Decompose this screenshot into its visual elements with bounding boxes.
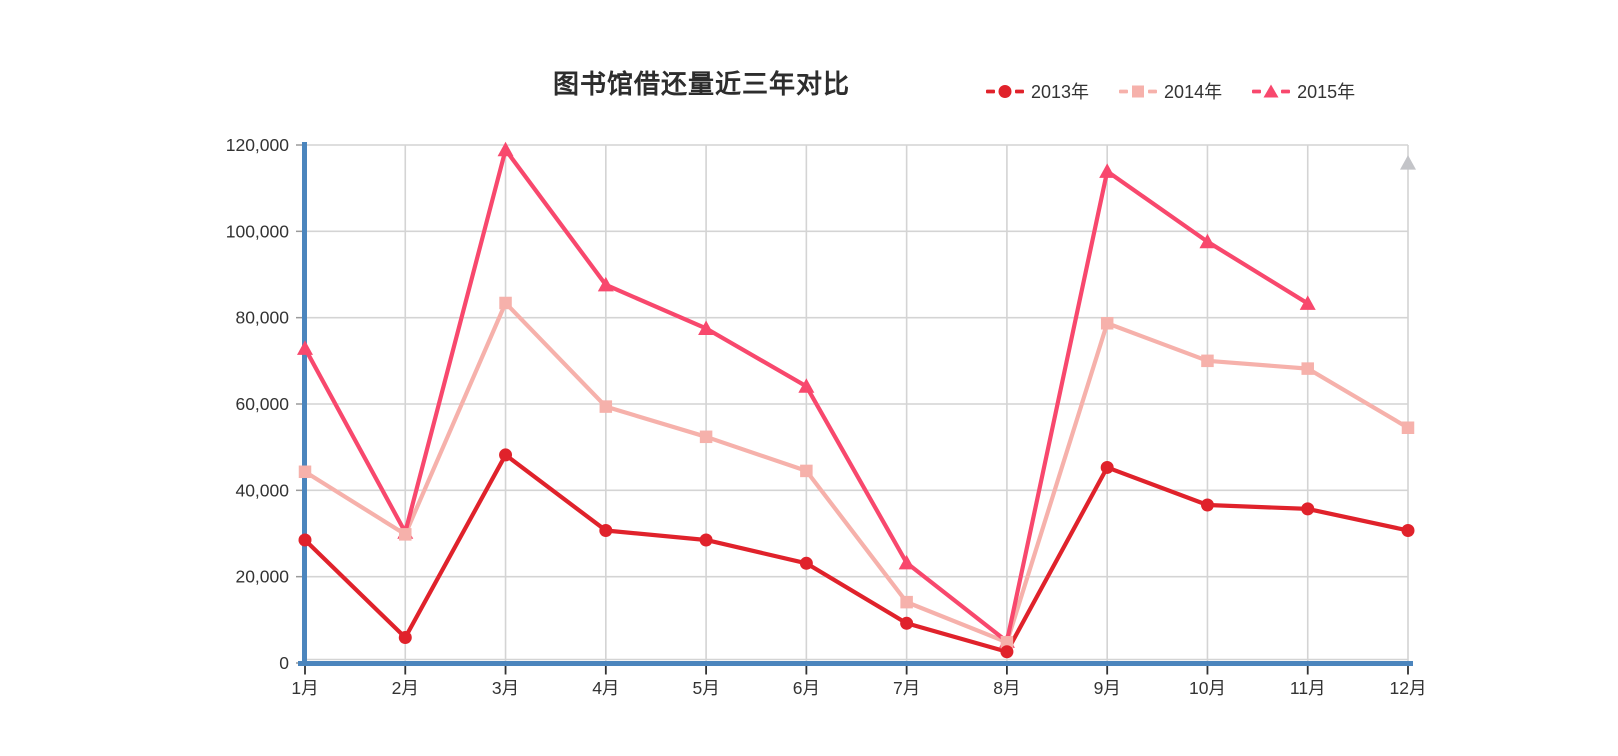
- legend-item-2015[interactable]: 2015年: [1252, 78, 1355, 104]
- point-2013年-1月: [298, 533, 312, 547]
- x-tick-label: 4月: [592, 678, 619, 698]
- legend-item-2014[interactable]: 2014年: [1119, 78, 1222, 104]
- point-2014年-8月: [1000, 636, 1014, 649]
- point-2013年-6月: [799, 556, 813, 570]
- y-tick-label: 60,000: [235, 394, 289, 414]
- y-tick-label: 20,000: [235, 567, 289, 587]
- line-triangle-marker-icon: [1252, 84, 1291, 99]
- point-2015年-10月: [1199, 233, 1216, 249]
- legend-label: 2014年: [1164, 82, 1223, 102]
- y-tick-label: 80,000: [235, 308, 289, 328]
- point-2014年-11月: [1301, 362, 1314, 375]
- legend-item-2013[interactable]: 2013年: [986, 78, 1089, 104]
- x-tick-label: 10月: [1189, 678, 1226, 698]
- point-2013年-12月: [1401, 523, 1415, 537]
- line-circle-marker-icon: [986, 84, 1024, 99]
- series-2013年-line: [302, 452, 1411, 654]
- y-tick-label: 120,000: [226, 135, 290, 155]
- line-square-marker-icon: [1119, 84, 1158, 99]
- point-2014年-6月: [800, 464, 813, 478]
- point-2015年-5月: [698, 320, 715, 335]
- chart-title: 图书馆借还量近三年对比: [553, 69, 851, 99]
- y-axis-labels: 0 20,000 40,000 60,000 80,000 100,000 120,000: [226, 135, 290, 673]
- legend-label: 2013年: [1031, 82, 1090, 102]
- axis-lines: [298, 142, 1413, 666]
- axis-ticks: [296, 144, 1409, 675]
- x-tick-label: 12月: [1390, 678, 1427, 698]
- point-2015年-7月: [898, 554, 915, 570]
- legend: 2013年 2014年 2015年: [986, 76, 1355, 106]
- point-2014年-7月: [900, 595, 913, 609]
- point-2015年-4月: [597, 276, 614, 292]
- y-tick-label: 100,000: [226, 221, 290, 241]
- x-tick-label: 11月: [1290, 678, 1326, 698]
- x-tick-label: 5月: [692, 678, 719, 698]
- point-2014年-5月: [699, 430, 713, 444]
- y-tick-label: 0: [279, 653, 289, 673]
- point-2013年-11月: [1301, 502, 1315, 516]
- series-2013年-points: [298, 448, 1415, 659]
- point-2015年-3月: [497, 141, 514, 157]
- point-2013年-4月: [599, 523, 613, 537]
- point-2014年-9月: [1100, 317, 1114, 330]
- point-2015年-9月: [1099, 163, 1116, 178]
- point-2013年-5月: [699, 533, 713, 547]
- point-2013年-2月: [398, 631, 412, 645]
- point-2013年-9月: [1100, 460, 1114, 474]
- grid-lines: [303, 144, 1409, 661]
- legend-label: 2015年: [1297, 82, 1356, 102]
- series-2014年-line: [302, 300, 1411, 645]
- point-2015年-1月: [297, 340, 313, 355]
- x-tick-label: 2月: [392, 678, 419, 698]
- extra-point-12月: [1400, 155, 1416, 170]
- y-tick-label: 40,000: [235, 480, 289, 500]
- point-2013年-8月: [1000, 645, 1014, 659]
- point-2014年-2月: [399, 528, 412, 541]
- point-2014年-10月: [1201, 354, 1214, 368]
- point-2013年-7月: [900, 616, 914, 630]
- point-2014年-1月: [298, 465, 312, 479]
- point-2013年-10月: [1200, 498, 1214, 512]
- x-tick-label: 8月: [993, 678, 1020, 698]
- point-2013年-3月: [499, 448, 513, 462]
- x-axis-labels: 1月 2月 3月 4月 5月 6月 7月 8月 9月 10月 11月 12月: [291, 678, 1426, 698]
- point-2015年-11月: [1299, 295, 1316, 310]
- x-tick-label: 6月: [793, 678, 820, 698]
- series-2014年-points: [298, 296, 1415, 649]
- point-2015年-6月: [798, 378, 815, 393]
- point-2014年-12月: [1401, 421, 1415, 434]
- x-tick-label: 3月: [492, 678, 519, 698]
- point-2014年-3月: [499, 296, 512, 310]
- point-2014年-4月: [599, 400, 613, 413]
- x-tick-label: 7月: [893, 678, 920, 698]
- x-tick-label: 1月: [291, 678, 318, 698]
- x-tick-label: 9月: [1094, 678, 1121, 698]
